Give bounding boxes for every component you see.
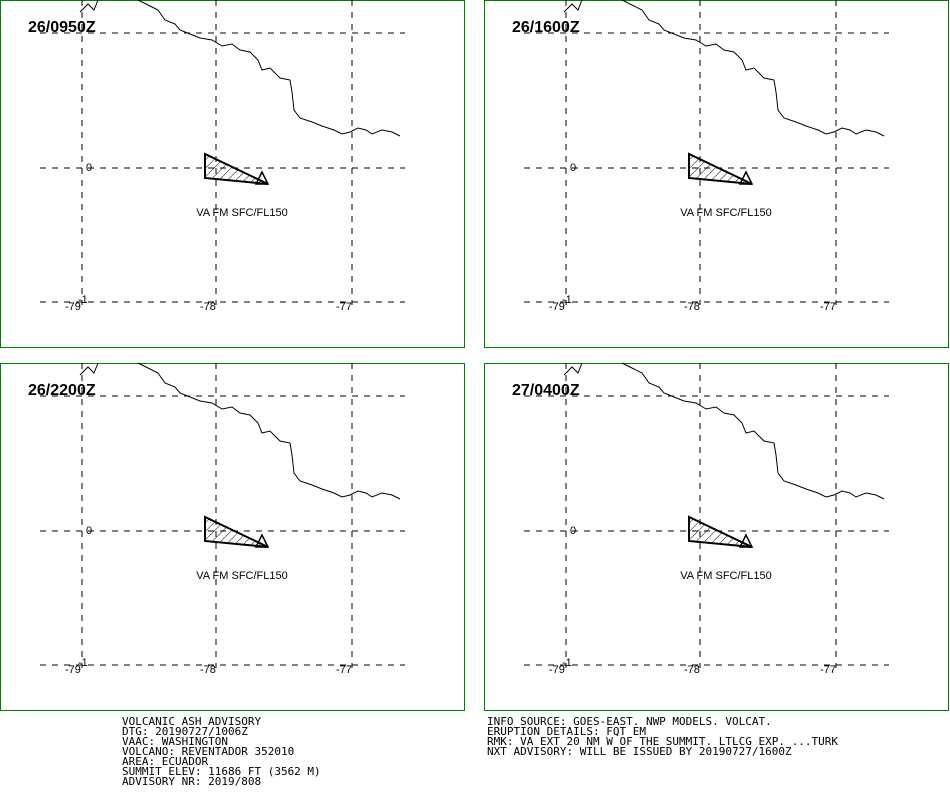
coastline (563, 362, 885, 500)
lon-label: -78 (200, 301, 216, 313)
ash-level: VA FM SFC/FL150 (680, 207, 772, 219)
lat-label: 0 (86, 525, 92, 537)
lon-label: -79 (549, 664, 565, 676)
panel-frame (0, 0, 465, 348)
ash-level: VA FM SFC/FL150 (680, 570, 772, 582)
valid-time: 26/0950Z (28, 19, 96, 36)
volcano-symbol (738, 170, 754, 185)
forecast-panel: 26/0950Z 0 -1-79 -78 -77 VA FM SFC/FL150 (0, 0, 465, 348)
lon-label: -78 (200, 664, 216, 676)
lon-label: -79 (65, 664, 81, 676)
advisory-line: ADVISORY NR: 2019/808 (122, 775, 261, 788)
panel-frame (484, 0, 949, 348)
lat-label: 0 (570, 525, 576, 537)
lon-label: -77 (336, 664, 352, 676)
coastline (563, 0, 885, 137)
advisory-line: NXT ADVISORY: WILL BE ISSUED BY 20190727… (487, 745, 792, 758)
lon-label: -78 (684, 664, 700, 676)
lon-label: -77 (820, 301, 836, 313)
lon-label: -78 (684, 301, 700, 313)
lat-label: -1 (78, 657, 88, 669)
lon-label: -79 (549, 301, 565, 313)
advisory-line: VAAC: WASHINGTON (122, 735, 228, 748)
advisory-line: RMK: VA EXT 20 NM W OF THE SUMMIT. LTLCG… (487, 735, 838, 748)
forecast-panel: 26/1600Z 0 -1-79 -78 -77 VA FM SFC/FL150 (484, 0, 949, 348)
advisory-line: AREA: ECUADOR (122, 755, 208, 768)
ash-area (204, 152, 269, 185)
valid-time: 27/0400Z (512, 382, 580, 399)
volcano-symbol (254, 533, 270, 548)
forecast-panel: 26/2200Z 0 -1-79 -78 -77 VA FM SFC/FL150 (0, 362, 465, 711)
lat-label: -1 (562, 657, 572, 669)
ash-level: VA FM SFC/FL150 (196, 570, 288, 582)
volcano-symbol (254, 170, 270, 185)
volcano-symbol (738, 533, 754, 548)
ash-area (204, 515, 269, 548)
lat-label: 0 (86, 162, 92, 174)
panel-frame (484, 363, 949, 711)
lat-label: -1 (562, 294, 572, 306)
advisory-line: ERUPTION DETAILS: FQT EM (487, 725, 646, 738)
ash-area (688, 515, 753, 548)
valid-time: 26/2200Z (28, 382, 96, 399)
advisory-line: SUMMIT ELEV: 11686 FT (3562 M) (122, 765, 321, 778)
advisory-line: VOLCANIC ASH ADVISORY (122, 715, 261, 728)
advisory-line: VOLCANO: REVENTADOR 352010 (122, 745, 294, 758)
ash-level: VA FM SFC/FL150 (196, 207, 288, 219)
panel-frame (0, 363, 465, 711)
lon-label: -77 (820, 664, 836, 676)
valid-time: 26/1600Z (512, 19, 580, 36)
forecast-panel: 27/0400Z 0 -1-79 -78 -77 VA FM SFC/FL150 (484, 362, 949, 711)
advisory-line: DTG: 20190727/1006Z (122, 725, 248, 738)
advisory-line: INFO SOURCE: GOES-EAST. NWP MODELS. VOLC… (487, 715, 772, 728)
coastline (79, 362, 401, 500)
ash-area (688, 152, 753, 185)
lat-label: 0 (570, 162, 576, 174)
lon-label: -79 (65, 301, 81, 313)
lat-label: -1 (78, 294, 88, 306)
coastline (79, 0, 401, 137)
lon-label: -77 (336, 301, 352, 313)
